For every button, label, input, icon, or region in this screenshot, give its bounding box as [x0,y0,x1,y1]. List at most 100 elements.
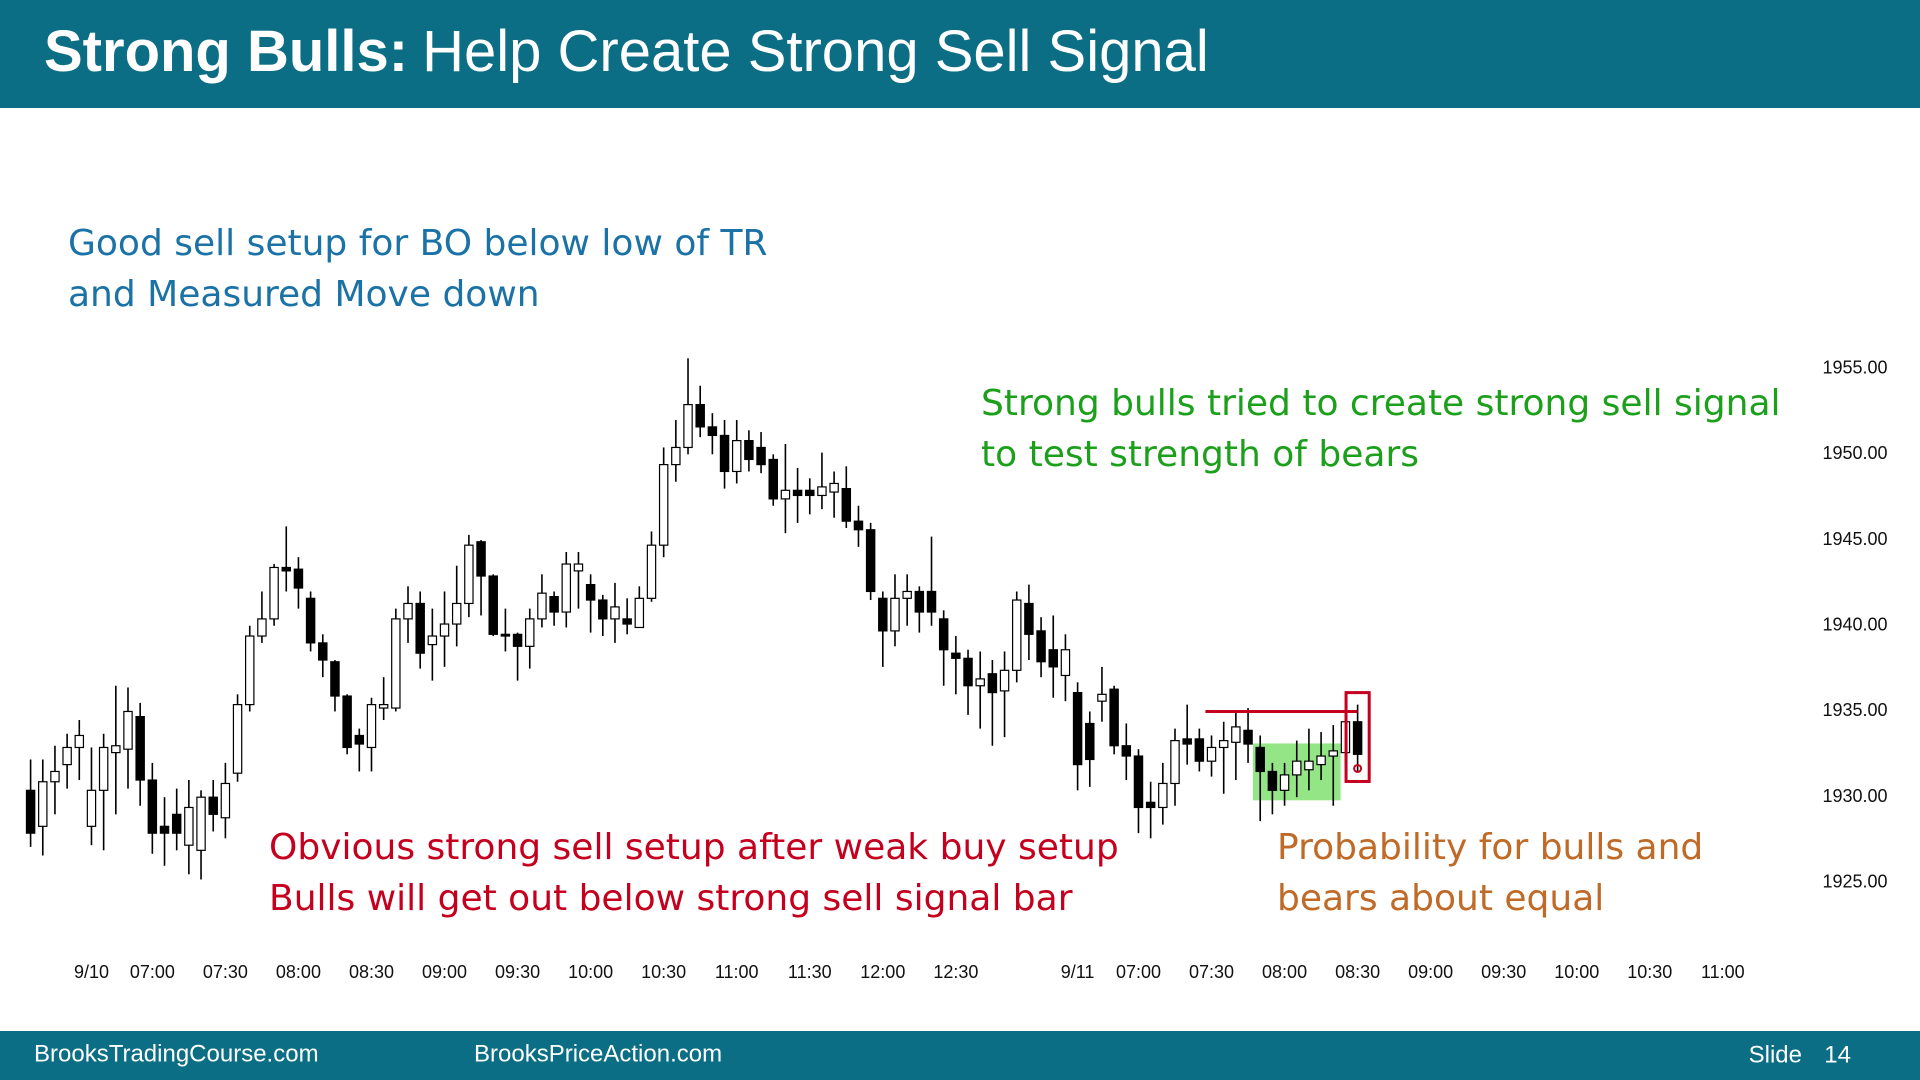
x-tick-label: 08:30 [349,962,394,982]
x-tick-label: 07:30 [203,962,248,982]
candle-body [975,678,985,687]
annotation-text: Obvious strong sell setup after weak buy… [269,827,1119,868]
candle-body [1316,755,1326,766]
candle-body [1243,729,1253,745]
candle-body [1060,649,1071,677]
candle-body [1170,740,1180,785]
header-bar [0,0,1920,108]
x-tick-label: 10:00 [1554,962,1599,982]
candle-body [1085,722,1095,761]
slide-number: 14 [1824,1041,1851,1068]
x-tick-label: 09:30 [1481,962,1526,982]
candle-body [1352,721,1363,755]
candle-body [987,673,998,694]
candle-body [1328,750,1339,757]
candle-body [135,716,145,781]
candle-body [196,796,206,851]
x-tick-label: 07:30 [1189,962,1234,982]
annotation-text: Probability for bulls and [1277,827,1703,868]
title-rest: Help Create Strong Sell Signal [422,19,1209,84]
annotation-text: bears about equal [1277,878,1604,919]
candle-body [293,568,304,589]
candle-body [841,488,852,522]
candle-body [561,563,572,613]
candle-body [780,489,791,500]
plot: 1955.00 1950.00 1945.00 1940.00 1935.00 1930.… [25,223,1888,982]
x-tick-label: 10:30 [1627,962,1672,982]
candle-body [50,770,60,783]
candle-body [25,789,36,834]
candle-body [1231,726,1241,743]
candle-body [573,563,584,572]
slide-title: Strong Bulls: Help Create Strong Sell Sig… [44,19,1209,84]
candle-body [865,529,876,593]
x-tick-label: 12:00 [860,962,905,982]
candle-body [427,635,438,646]
candle-body [585,584,596,601]
candle-body [610,606,620,620]
candle-body [878,597,888,632]
candle-body [1097,693,1107,702]
candle-body [963,657,973,687]
candle-body [38,781,48,827]
candle-body [926,590,937,613]
candle-body [342,695,352,749]
candle-body [391,618,401,709]
candle-body [1048,649,1058,668]
x-tick-label: 12:30 [933,962,978,982]
y-tick-label: 1945.00 [1822,529,1887,549]
x-tick-label: 11:00 [715,962,759,982]
candle-body [805,489,815,497]
y-tick-label: 1955.00 [1822,357,1887,377]
footer-center: BrooksPriceAction.com [474,1040,722,1067]
candle-body [707,426,718,437]
footer-bar [0,1031,1920,1080]
annotation-text: and Measured Move down [68,274,540,315]
candle-body [622,618,632,625]
signal-dot [1353,763,1363,773]
candle-body [98,746,109,791]
annotation-text: Good sell setup for BO below low of TR [68,223,768,264]
candle-body [86,789,97,827]
candle-body [330,661,340,697]
candle-body [1255,746,1265,773]
candle-body [147,779,158,834]
candle-body [1304,760,1314,771]
candle-body [1267,770,1278,791]
candle-body [549,596,559,613]
annotation-text: to test strength of bears [981,434,1419,475]
candle-body [208,796,218,815]
x-tick-label: 09:00 [422,962,467,982]
candle-body [1194,738,1205,762]
candle-body [171,813,182,834]
candle-body [817,486,827,497]
signal-bar-box [1344,691,1371,783]
y-tick-label: 1940.00 [1822,615,1887,635]
candle-body [999,669,1010,692]
x-tick-label: 08:30 [1335,962,1380,982]
candle-body [123,710,133,750]
candle-body [719,434,730,473]
x-tick-label: 08:00 [1262,962,1307,982]
candle-body [257,618,267,637]
candle-body [1279,774,1290,791]
x-tick-label: 07:00 [130,962,175,982]
candle-body [951,652,961,659]
x-tick-label: 9/10 [74,962,109,982]
candle-body [1011,599,1022,671]
candle-body [1292,760,1302,776]
candle-body [281,566,292,572]
candle-body [938,618,949,651]
annotation-text: Strong bulls tried to create strong sell… [981,383,1781,424]
candle-body [305,597,316,644]
candle-body [914,590,925,613]
candle-body [512,633,523,647]
candle-body [525,618,535,647]
candle-body [1158,782,1168,809]
candle-body [366,704,377,749]
slide-label: Slide [1749,1041,1802,1068]
candle-body [1109,688,1119,747]
candle-body [756,446,766,466]
candle-body [658,464,669,546]
